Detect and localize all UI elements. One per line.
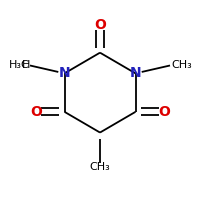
Text: CH₃: CH₃	[90, 162, 110, 172]
Text: H₃C: H₃C	[9, 60, 30, 70]
Text: O: O	[94, 18, 106, 32]
Text: CH₃: CH₃	[171, 60, 192, 70]
Text: N: N	[130, 66, 141, 80]
Text: O: O	[158, 105, 170, 119]
Text: H: H	[22, 60, 30, 70]
Text: N: N	[59, 66, 70, 80]
Text: O: O	[30, 105, 42, 119]
